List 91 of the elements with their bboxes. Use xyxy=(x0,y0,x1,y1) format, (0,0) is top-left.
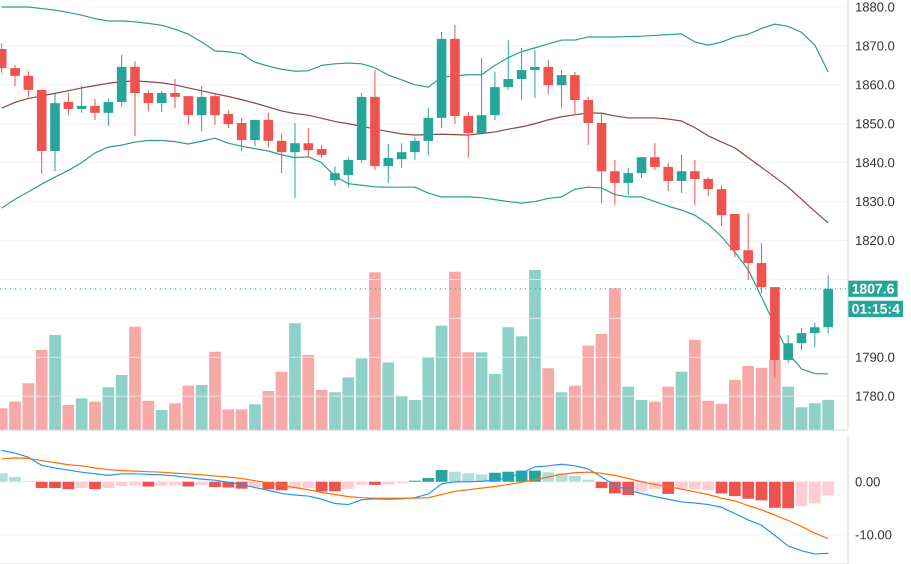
y-tick-label: 1790.0 xyxy=(856,352,894,362)
candlestick xyxy=(610,159,620,206)
bar xyxy=(822,400,834,430)
bar xyxy=(382,362,394,430)
candlestick xyxy=(663,162,674,192)
candlestick xyxy=(463,112,474,158)
bar xyxy=(369,482,381,485)
y-tick-label: 1840.0 xyxy=(856,158,894,168)
bar xyxy=(316,390,328,430)
text: 01:15:4 xyxy=(852,304,900,314)
candlestick xyxy=(343,156,354,188)
candlestick xyxy=(276,132,286,174)
y-tick-label: 1860.0 xyxy=(856,80,894,90)
candlestick xyxy=(90,98,100,120)
candlestick xyxy=(10,64,20,86)
y-tick-label: 1880.0 xyxy=(856,2,894,12)
bar xyxy=(542,368,554,430)
bar xyxy=(36,350,48,430)
bar xyxy=(102,387,114,430)
candlestick xyxy=(583,96,594,146)
candlestick xyxy=(210,92,220,126)
bar xyxy=(116,374,128,430)
ref-line-label: 1807.6 xyxy=(852,284,894,294)
y-tick-label: -10.00 xyxy=(856,530,892,540)
candlestick xyxy=(76,86,86,114)
candlestick xyxy=(703,176,714,197)
candlestick xyxy=(184,96,194,126)
bar xyxy=(76,482,88,488)
candlestick xyxy=(64,92,74,116)
bar xyxy=(822,482,834,496)
bar xyxy=(702,482,714,490)
bar xyxy=(89,482,101,490)
bar xyxy=(676,372,688,430)
bar xyxy=(196,385,208,430)
bar xyxy=(289,323,301,430)
candlestick xyxy=(676,154,686,194)
candlestick xyxy=(196,86,206,132)
candlestick xyxy=(224,110,234,129)
bar xyxy=(262,390,274,430)
candlestick xyxy=(304,128,314,158)
bar xyxy=(76,398,88,430)
bar xyxy=(356,482,368,485)
bar xyxy=(236,409,248,430)
bar xyxy=(369,272,381,430)
bar xyxy=(182,482,194,487)
bar xyxy=(782,482,794,508)
bar xyxy=(49,334,61,430)
candlestick xyxy=(264,112,274,148)
candlestick xyxy=(423,108,434,156)
y-tick-label: 1820.0 xyxy=(856,236,894,246)
bar xyxy=(342,482,354,490)
bar xyxy=(62,405,74,430)
candlestick xyxy=(104,98,114,127)
y-tick-label: 1780.0 xyxy=(856,392,894,401)
bar xyxy=(89,402,101,430)
bar xyxy=(142,482,154,487)
candlestick xyxy=(690,159,700,206)
candlestick xyxy=(24,70,34,98)
candlestick xyxy=(410,136,420,160)
bar xyxy=(356,358,368,430)
candlestick xyxy=(316,144,326,158)
bar xyxy=(196,482,208,485)
candlestick xyxy=(396,142,406,169)
y-tick-label: 1830.0 xyxy=(856,196,894,206)
candlestick xyxy=(236,117,246,152)
y-tick-label: 1850.0 xyxy=(856,119,894,128)
y-tick-label: 0.00 xyxy=(856,477,880,486)
bar xyxy=(276,372,288,430)
bar xyxy=(382,482,394,484)
candlestick xyxy=(543,59,554,95)
bar xyxy=(102,482,114,488)
candlestick xyxy=(650,142,660,171)
candlestick xyxy=(144,89,154,112)
candlestick xyxy=(556,70,566,109)
candlestick xyxy=(783,334,793,364)
candlestick xyxy=(156,90,166,113)
candlestick xyxy=(636,156,646,179)
bar xyxy=(302,354,314,430)
candlestick xyxy=(743,212,753,281)
y-tick-label: 1870.0 xyxy=(856,41,894,51)
candlestick xyxy=(170,78,180,109)
bar xyxy=(156,410,168,430)
bar xyxy=(249,404,261,430)
candlestick xyxy=(330,166,340,187)
candlestick xyxy=(810,322,820,348)
bar xyxy=(689,340,701,430)
candlestick xyxy=(796,328,806,351)
candlestick xyxy=(383,143,394,184)
bar xyxy=(556,392,568,430)
candlestick xyxy=(250,119,260,146)
candlestick xyxy=(623,168,634,196)
